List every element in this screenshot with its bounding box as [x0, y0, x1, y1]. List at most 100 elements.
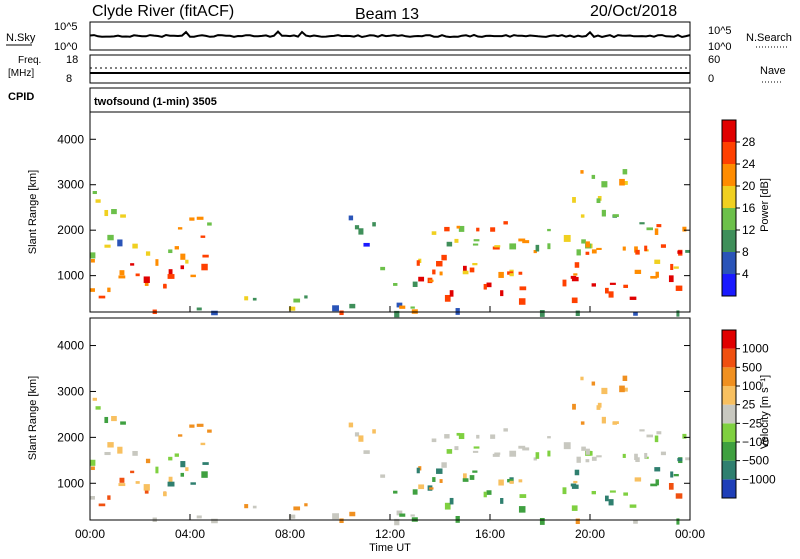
velocity-cell [446, 449, 453, 454]
cpid-label: CPID [8, 91, 34, 103]
freq-tick-bottom: 8 [66, 73, 72, 85]
power-cell [111, 209, 117, 215]
power-cell [623, 284, 629, 288]
velocity-cell [104, 416, 109, 424]
velocity-cell [189, 424, 195, 428]
velocity-cell [596, 405, 601, 410]
power-cell [596, 247, 602, 250]
nsearch-tick-top: 10^5 [708, 25, 732, 37]
power-cell [469, 267, 475, 273]
power-cell [196, 307, 202, 311]
power-cell [98, 295, 106, 299]
velocity-cell [498, 479, 504, 486]
beam-title: Beam 13 [355, 6, 419, 23]
power-cell [472, 243, 479, 246]
colorbar-frame [721, 329, 737, 499]
velocity-cell [119, 477, 125, 483]
velocity-cell [143, 484, 150, 491]
colorbar-tick-label: 12 [742, 223, 756, 237]
power-cell [518, 238, 526, 242]
colorbar-tick-label: 500 [742, 360, 762, 374]
power-cell [143, 276, 150, 283]
power-cell [476, 227, 480, 232]
velocity-cell [509, 450, 517, 457]
velocity-cell [436, 468, 443, 474]
velocity-cell [518, 445, 526, 449]
power-cell [95, 199, 101, 203]
nsky-label: N.Sky [6, 32, 36, 44]
nsearch-tick-bottom: 10^0 [708, 41, 732, 53]
velocity-cell [562, 487, 567, 495]
velocity-cell [120, 421, 126, 425]
power-cell [358, 228, 364, 235]
velocity-cell [90, 466, 95, 471]
velocity-cell [190, 482, 196, 485]
power-cell [591, 283, 596, 287]
power-cell [629, 296, 637, 300]
velocity-cell [458, 433, 465, 440]
velocity-cell [132, 450, 138, 456]
program-label: twofsound (1-min) 3505 [94, 96, 217, 108]
colorbar-tick-label: 20 [742, 179, 756, 193]
colorbar-tick-label: −500 [742, 454, 769, 468]
velocity-colorbar: 1000 500 100 25 −25 −100 −500 −1000 [721, 329, 776, 499]
velocity-cell [500, 498, 504, 504]
power-cell [244, 296, 249, 301]
velocity-cell [518, 506, 526, 513]
velocity-y-axis: 1000 2000 3000 4000 [57, 339, 690, 490]
date-title: 20/Oct/2018 [590, 3, 677, 20]
power-cell [412, 281, 418, 287]
power-cell [90, 288, 95, 292]
velocity-cell [202, 462, 209, 465]
velocity-cell [412, 489, 418, 495]
velocity-cell [563, 442, 571, 450]
power-cell [462, 270, 469, 275]
power-cell [622, 169, 628, 175]
power-cell [396, 302, 403, 308]
velocity-cell [535, 452, 540, 459]
power-cell [107, 287, 111, 293]
velocity-cell [622, 387, 628, 392]
velocity-cell [580, 376, 584, 381]
colorbar-segment [722, 423, 736, 442]
power-cell [472, 262, 478, 266]
velocity-cell [455, 515, 460, 523]
velocity-cell [454, 446, 459, 451]
colorbar-tick-label: 8 [742, 245, 749, 259]
velocity-cell [410, 514, 415, 517]
velocity-cell [473, 446, 480, 449]
power-cell [163, 284, 167, 289]
nave-label: Nave [760, 65, 786, 77]
power-colorbar-label: Power [dB] [759, 178, 771, 232]
power-cell [609, 282, 616, 285]
velocity-cell [476, 434, 480, 439]
colorbar-tick-label: −100 [742, 435, 769, 449]
velocity-cell [677, 457, 683, 462]
velocity-cell [104, 451, 111, 456]
power-cell [168, 249, 173, 254]
power-cell [670, 263, 674, 271]
colorbar-segment [722, 120, 736, 142]
colorbar-tick-label: 100 [742, 379, 762, 393]
power-cell [535, 244, 540, 252]
power-cell [575, 310, 580, 317]
power-cell [576, 249, 581, 256]
nsky-tick-top: 10^5 [54, 21, 78, 33]
power-cell [399, 305, 406, 309]
velocity-cell [574, 469, 580, 476]
power-cell [547, 243, 551, 250]
velocity-cell [196, 515, 202, 519]
velocity-cell [339, 518, 344, 524]
velocity-cell [486, 490, 492, 495]
power-cell [673, 266, 679, 269]
velocity-cell [676, 518, 680, 525]
y-tick-label: 4000 [57, 339, 84, 353]
power-cell [522, 240, 530, 244]
power-cell [135, 273, 140, 277]
velocity-cell [472, 450, 479, 453]
velocity-cell [591, 381, 596, 386]
velocity-panel-frame [89, 317, 691, 521]
velocity-cell [490, 434, 496, 439]
power-cell [145, 251, 151, 256]
